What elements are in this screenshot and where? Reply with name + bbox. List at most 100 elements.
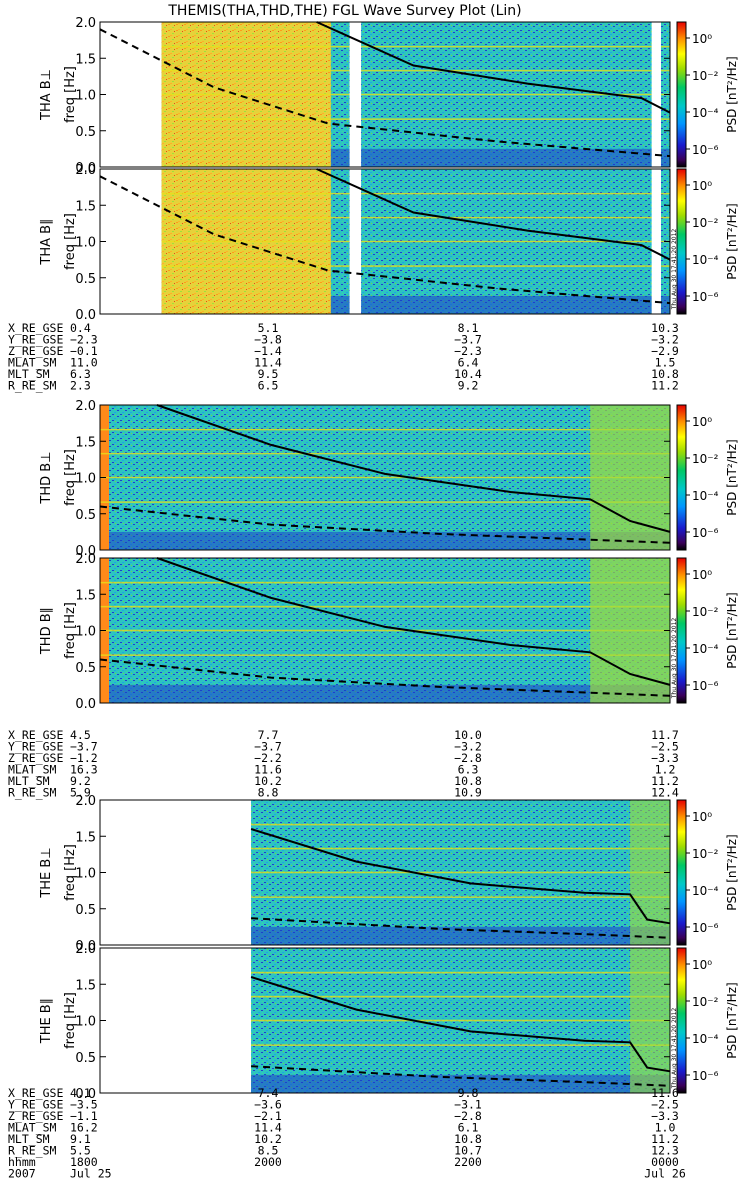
colorbar-tick-label: 10⁻⁴ [692,1032,719,1046]
freq-axis-label: freq [Hz] [63,992,78,1049]
ephemeris-value: 11.2 [651,379,679,393]
y-tick-label: 1.5 [75,199,96,214]
y-tick-label: 0.0 [75,697,96,712]
ephemeris-value: −3.7 [254,740,282,754]
y-tick-label: 1.0 [75,1015,96,1030]
ephemeris-value: 9.2 [70,774,91,788]
ephemeris-value: −2.2 [254,751,282,765]
ephemeris-value: 11.4 [254,1121,282,1135]
ephemeris-value: −1.2 [70,751,98,765]
ephemeris-value: 0.4 [70,321,91,335]
ephemeris-value: 11.4 [254,356,282,370]
lowfreq-band [660,295,670,314]
ephemeris-value: 8.1 [458,321,479,335]
ephemeris-value: 12.3 [651,1144,679,1158]
colorbar-label: PSD [nT²/Hz] [725,439,739,515]
colorbar-tick-label: 10⁻⁴ [692,253,719,267]
panel-label: THD B∥ [39,607,54,655]
timestamp-stamp: Thu Aug 30 17:41:20 2012 [671,618,678,700]
helium-gyrofrequency-curve [99,175,671,305]
freq-axis-label: freq [Hz] [63,449,78,506]
ephemeris-value: 10.0 [454,728,482,742]
ephemeris-row-label: Y_RE_GSE [8,333,63,347]
colorbar-label: PSD [nT²/Hz] [725,592,739,668]
ephemeris-value: 1.0 [655,1121,676,1135]
ephemeris-value: 7.7 [258,728,279,742]
helium-gyrofrequency-curve [251,1065,671,1087]
colorbar-tick-label: 10⁻⁶ [692,921,719,935]
ephemeris-tables: X_RE_GSE 0.4 5.1 8.1 10.3 Y_RE_GSE −2.3 −3.8 −3.… [8,321,686,1181]
gyrofrequency-curve [156,557,671,686]
y-tick-label: 0.0 [75,939,96,954]
ephemeris-value: 6.3 [458,763,479,777]
ephemeris-row-label: Y_RE_GSE [8,740,63,754]
y-tick-label: 0.0 [75,308,96,323]
ephemeris-value: 10.9 [454,786,482,800]
ephemeris-value: −3.3 [651,751,679,765]
freq-axis-label: freq [Hz] [63,844,78,901]
ephemeris-value: −2.5 [651,740,679,754]
y-tick-label: 1.0 [75,867,96,882]
ephemeris-value: −2.9 [651,344,679,358]
ephemeris-value: 5.1 [258,321,279,335]
colorbar-tick-label: 10⁰ [692,958,712,972]
ephemeris-value: −3.3 [651,1109,679,1123]
lowfreq-band [100,684,670,703]
colorbar-tick-label: 10⁻⁶ [692,1069,719,1083]
y-tick-label: 1.0 [75,472,96,487]
ephemeris-value: Jul 25 [70,1167,112,1181]
ephemeris-row-label: Y_RE_GSE [8,1098,63,1112]
ephemeris-value: 10.4 [454,367,482,381]
colorbar-label: PSD [nT²/Hz] [725,834,739,910]
colorbar-label: PSD [nT²/Hz] [725,982,739,1058]
ephemeris-thd: X_RE_GSE 4.5 7.7 10.0 11.7 Y_RE_GSE −3.7 −3.7 −3… [8,728,679,800]
ephemeris-row-label: MLAT_SM [8,763,57,777]
ephemeris-row-label: R_RE_SM [8,379,57,393]
ephemeris-value: −3.8 [254,333,282,347]
ephemeris-value: −1.4 [254,344,282,358]
timestamp-stamp: Thu Aug 30 17:41:20 2012 [671,229,678,311]
helium-gyrofrequency-curve [99,28,671,158]
colorbar-tick-label: 10⁻⁶ [692,290,719,304]
ephemeris-row-label: hhmm [8,1155,36,1169]
colorbar-tick-label: 10⁰ [692,568,712,582]
ephemeris-value: −2.5 [651,1098,679,1112]
panel-label: THA B∥ [39,218,54,265]
colorbar [676,21,687,168]
ephemeris-value: 8.8 [258,786,279,800]
lowfreq-band [361,148,652,167]
y-tick-label: 1.0 [75,236,96,251]
colorbar-tick-label: 10⁻² [692,995,719,1009]
y-tick-label: 0.5 [75,272,96,287]
colorbar-tick-label: 10⁻² [692,69,719,83]
ephemeris-value: 11.0 [70,356,98,370]
ephemeris-value: 2200 [454,1155,482,1169]
ephemeris-tha: X_RE_GSE 0.4 5.1 8.1 10.3 Y_RE_GSE −2.3 −3.8 −3.… [8,321,679,393]
gyrofrequency-curve [250,828,671,925]
ephemeris-value: −1.1 [70,1109,98,1123]
ephemeris-value: 1.5 [655,356,676,370]
ephemeris-value: 10.2 [254,1132,282,1146]
ephemeris-value: 7.4 [258,1086,279,1100]
figure-title: THEMIS(THA,THD,THE) FGL Wave Survey Plot… [167,3,521,19]
colorbar-label: PSD [nT²/Hz] [725,203,739,279]
colorbar-tick-label: 10⁰ [692,32,712,46]
gyrofrequency-curve [316,21,671,114]
ephemeris-value: 10.8 [454,774,482,788]
y-tick-label: 0.5 [75,125,96,140]
colorbar-tick-label: 10⁻⁶ [692,143,719,157]
y-tick-label: 0.0 [75,161,96,176]
colorbar-tick-label: 10⁰ [692,179,712,193]
colorbar [676,799,687,946]
broadband-activity [590,405,670,550]
colorbar [676,404,687,551]
ephemeris-row-label: 2007 [8,1167,36,1181]
colorbar-tick-label: 10⁻⁴ [692,642,719,656]
gyrofrequency-curve [250,976,671,1073]
ephemeris-value: 4.1 [70,1086,91,1100]
lowfreq-band [251,1074,671,1093]
gyrofrequency-curve [156,404,671,533]
ephemeris-value: 11.2 [651,1132,679,1146]
spectrogram-panels: 0.0 0.5 1.0 1.5 2.0 THA B⊥ freq [Hz] 10⁰ 10⁻² 10⁻… [39,16,739,1102]
